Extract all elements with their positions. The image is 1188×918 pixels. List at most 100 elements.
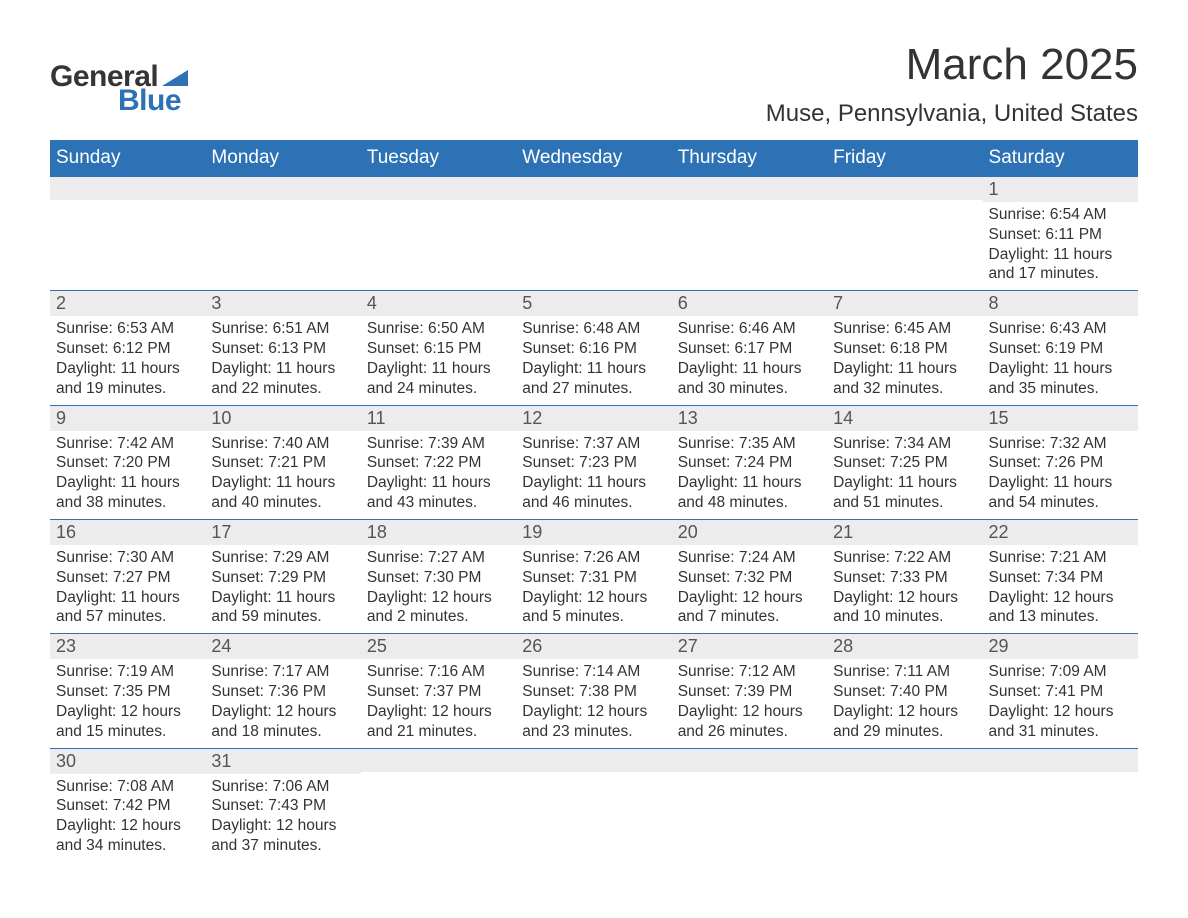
month-title: March 2025	[766, 40, 1138, 90]
day-body: Sunrise: 7:42 AMSunset: 7:20 PMDaylight:…	[50, 431, 205, 519]
day-number: 4	[361, 290, 516, 316]
day-number: 25	[361, 633, 516, 659]
day-daylight2: and 24 minutes.	[367, 379, 510, 399]
day-daylight1: Daylight: 12 hours	[833, 588, 976, 608]
day-number: 15	[983, 405, 1138, 431]
day-sunset: Sunset: 7:26 PM	[989, 453, 1132, 473]
day-number: 31	[205, 748, 360, 774]
day-daylight1: Daylight: 11 hours	[56, 359, 199, 379]
day-sunset: Sunset: 7:34 PM	[989, 568, 1132, 588]
day-cell: 23Sunrise: 7:19 AMSunset: 7:35 PMDayligh…	[50, 633, 205, 747]
day-number: 28	[827, 633, 982, 659]
day-sunset: Sunset: 6:17 PM	[678, 339, 821, 359]
day-daylight1: Daylight: 11 hours	[833, 359, 976, 379]
day-cell: 15Sunrise: 7:32 AMSunset: 7:26 PMDayligh…	[983, 405, 1138, 519]
day-number	[672, 176, 827, 200]
day-sunrise: Sunrise: 7:19 AM	[56, 662, 199, 682]
day-daylight2: and 18 minutes.	[211, 722, 354, 742]
day-number: 11	[361, 405, 516, 431]
day-number: 2	[50, 290, 205, 316]
day-sunrise: Sunrise: 7:40 AM	[211, 434, 354, 454]
day-daylight2: and 38 minutes.	[56, 493, 199, 513]
weekday-header: Saturday	[983, 140, 1138, 176]
day-sunrise: Sunrise: 7:30 AM	[56, 548, 199, 568]
day-daylight1: Daylight: 11 hours	[989, 473, 1132, 493]
day-body	[361, 200, 516, 284]
day-sunset: Sunset: 6:11 PM	[989, 225, 1132, 245]
day-body: Sunrise: 7:29 AMSunset: 7:29 PMDaylight:…	[205, 545, 360, 633]
day-number: 21	[827, 519, 982, 545]
day-cell: 29Sunrise: 7:09 AMSunset: 7:41 PMDayligh…	[983, 633, 1138, 747]
day-cell	[827, 176, 982, 290]
day-daylight1: Daylight: 11 hours	[56, 588, 199, 608]
day-number: 29	[983, 633, 1138, 659]
week-row: 1Sunrise: 6:54 AMSunset: 6:11 PMDaylight…	[50, 176, 1138, 290]
day-daylight2: and 5 minutes.	[522, 607, 665, 627]
weekday-header: Tuesday	[361, 140, 516, 176]
day-body: Sunrise: 6:48 AMSunset: 6:16 PMDaylight:…	[516, 316, 671, 404]
day-sunset: Sunset: 7:40 PM	[833, 682, 976, 702]
day-number: 13	[672, 405, 827, 431]
day-sunset: Sunset: 7:33 PM	[833, 568, 976, 588]
week-row: 30Sunrise: 7:08 AMSunset: 7:42 PMDayligh…	[50, 748, 1138, 862]
day-body	[672, 772, 827, 856]
day-daylight2: and 46 minutes.	[522, 493, 665, 513]
day-number: 12	[516, 405, 671, 431]
day-sunset: Sunset: 7:29 PM	[211, 568, 354, 588]
logo: General Blue	[50, 60, 188, 118]
day-number: 26	[516, 633, 671, 659]
day-sunset: Sunset: 7:42 PM	[56, 796, 199, 816]
day-sunrise: Sunrise: 6:46 AM	[678, 319, 821, 339]
day-cell: 7Sunrise: 6:45 AMSunset: 6:18 PMDaylight…	[827, 290, 982, 404]
day-daylight1: Daylight: 11 hours	[522, 473, 665, 493]
day-daylight1: Daylight: 11 hours	[211, 473, 354, 493]
day-sunset: Sunset: 7:30 PM	[367, 568, 510, 588]
day-cell	[516, 748, 671, 862]
day-sunrise: Sunrise: 6:51 AM	[211, 319, 354, 339]
day-number: 7	[827, 290, 982, 316]
day-sunrise: Sunrise: 7:14 AM	[522, 662, 665, 682]
weekday-header: Friday	[827, 140, 982, 176]
day-sunset: Sunset: 7:35 PM	[56, 682, 199, 702]
day-sunrise: Sunrise: 7:42 AM	[56, 434, 199, 454]
day-sunrise: Sunrise: 7:08 AM	[56, 777, 199, 797]
day-daylight2: and 29 minutes.	[833, 722, 976, 742]
day-cell: 24Sunrise: 7:17 AMSunset: 7:36 PMDayligh…	[205, 633, 360, 747]
day-cell: 31Sunrise: 7:06 AMSunset: 7:43 PMDayligh…	[205, 748, 360, 862]
day-daylight1: Daylight: 11 hours	[678, 359, 821, 379]
day-daylight2: and 19 minutes.	[56, 379, 199, 399]
day-body: Sunrise: 7:32 AMSunset: 7:26 PMDaylight:…	[983, 431, 1138, 519]
day-cell: 13Sunrise: 7:35 AMSunset: 7:24 PMDayligh…	[672, 405, 827, 519]
logo-text-blue: Blue	[118, 84, 181, 118]
day-sunset: Sunset: 7:20 PM	[56, 453, 199, 473]
day-body: Sunrise: 6:50 AMSunset: 6:15 PMDaylight:…	[361, 316, 516, 404]
day-daylight1: Daylight: 11 hours	[367, 473, 510, 493]
day-daylight1: Daylight: 11 hours	[989, 359, 1132, 379]
day-sunrise: Sunrise: 6:54 AM	[989, 205, 1132, 225]
day-cell: 6Sunrise: 6:46 AMSunset: 6:17 PMDaylight…	[672, 290, 827, 404]
title-block: March 2025 Muse, Pennsylvania, United St…	[766, 40, 1138, 128]
day-daylight2: and 51 minutes.	[833, 493, 976, 513]
header: General Blue March 2025 Muse, Pennsylvan…	[50, 40, 1138, 128]
day-daylight1: Daylight: 12 hours	[678, 702, 821, 722]
day-cell: 26Sunrise: 7:14 AMSunset: 7:38 PMDayligh…	[516, 633, 671, 747]
day-daylight1: Daylight: 11 hours	[833, 473, 976, 493]
day-body: Sunrise: 6:53 AMSunset: 6:12 PMDaylight:…	[50, 316, 205, 404]
day-daylight2: and 2 minutes.	[367, 607, 510, 627]
day-number: 16	[50, 519, 205, 545]
day-cell: 9Sunrise: 7:42 AMSunset: 7:20 PMDaylight…	[50, 405, 205, 519]
day-sunrise: Sunrise: 7:21 AM	[989, 548, 1132, 568]
day-cell: 11Sunrise: 7:39 AMSunset: 7:22 PMDayligh…	[361, 405, 516, 519]
day-sunrise: Sunrise: 6:48 AM	[522, 319, 665, 339]
day-body	[50, 200, 205, 284]
day-sunrise: Sunrise: 6:53 AM	[56, 319, 199, 339]
day-daylight1: Daylight: 12 hours	[522, 702, 665, 722]
day-body: Sunrise: 7:22 AMSunset: 7:33 PMDaylight:…	[827, 545, 982, 633]
weekday-header-row: SundayMondayTuesdayWednesdayThursdayFrid…	[50, 140, 1138, 176]
day-daylight1: Daylight: 12 hours	[522, 588, 665, 608]
day-daylight1: Daylight: 12 hours	[211, 816, 354, 836]
day-number: 5	[516, 290, 671, 316]
day-daylight2: and 17 minutes.	[989, 264, 1132, 284]
day-body: Sunrise: 7:26 AMSunset: 7:31 PMDaylight:…	[516, 545, 671, 633]
day-body	[361, 772, 516, 856]
